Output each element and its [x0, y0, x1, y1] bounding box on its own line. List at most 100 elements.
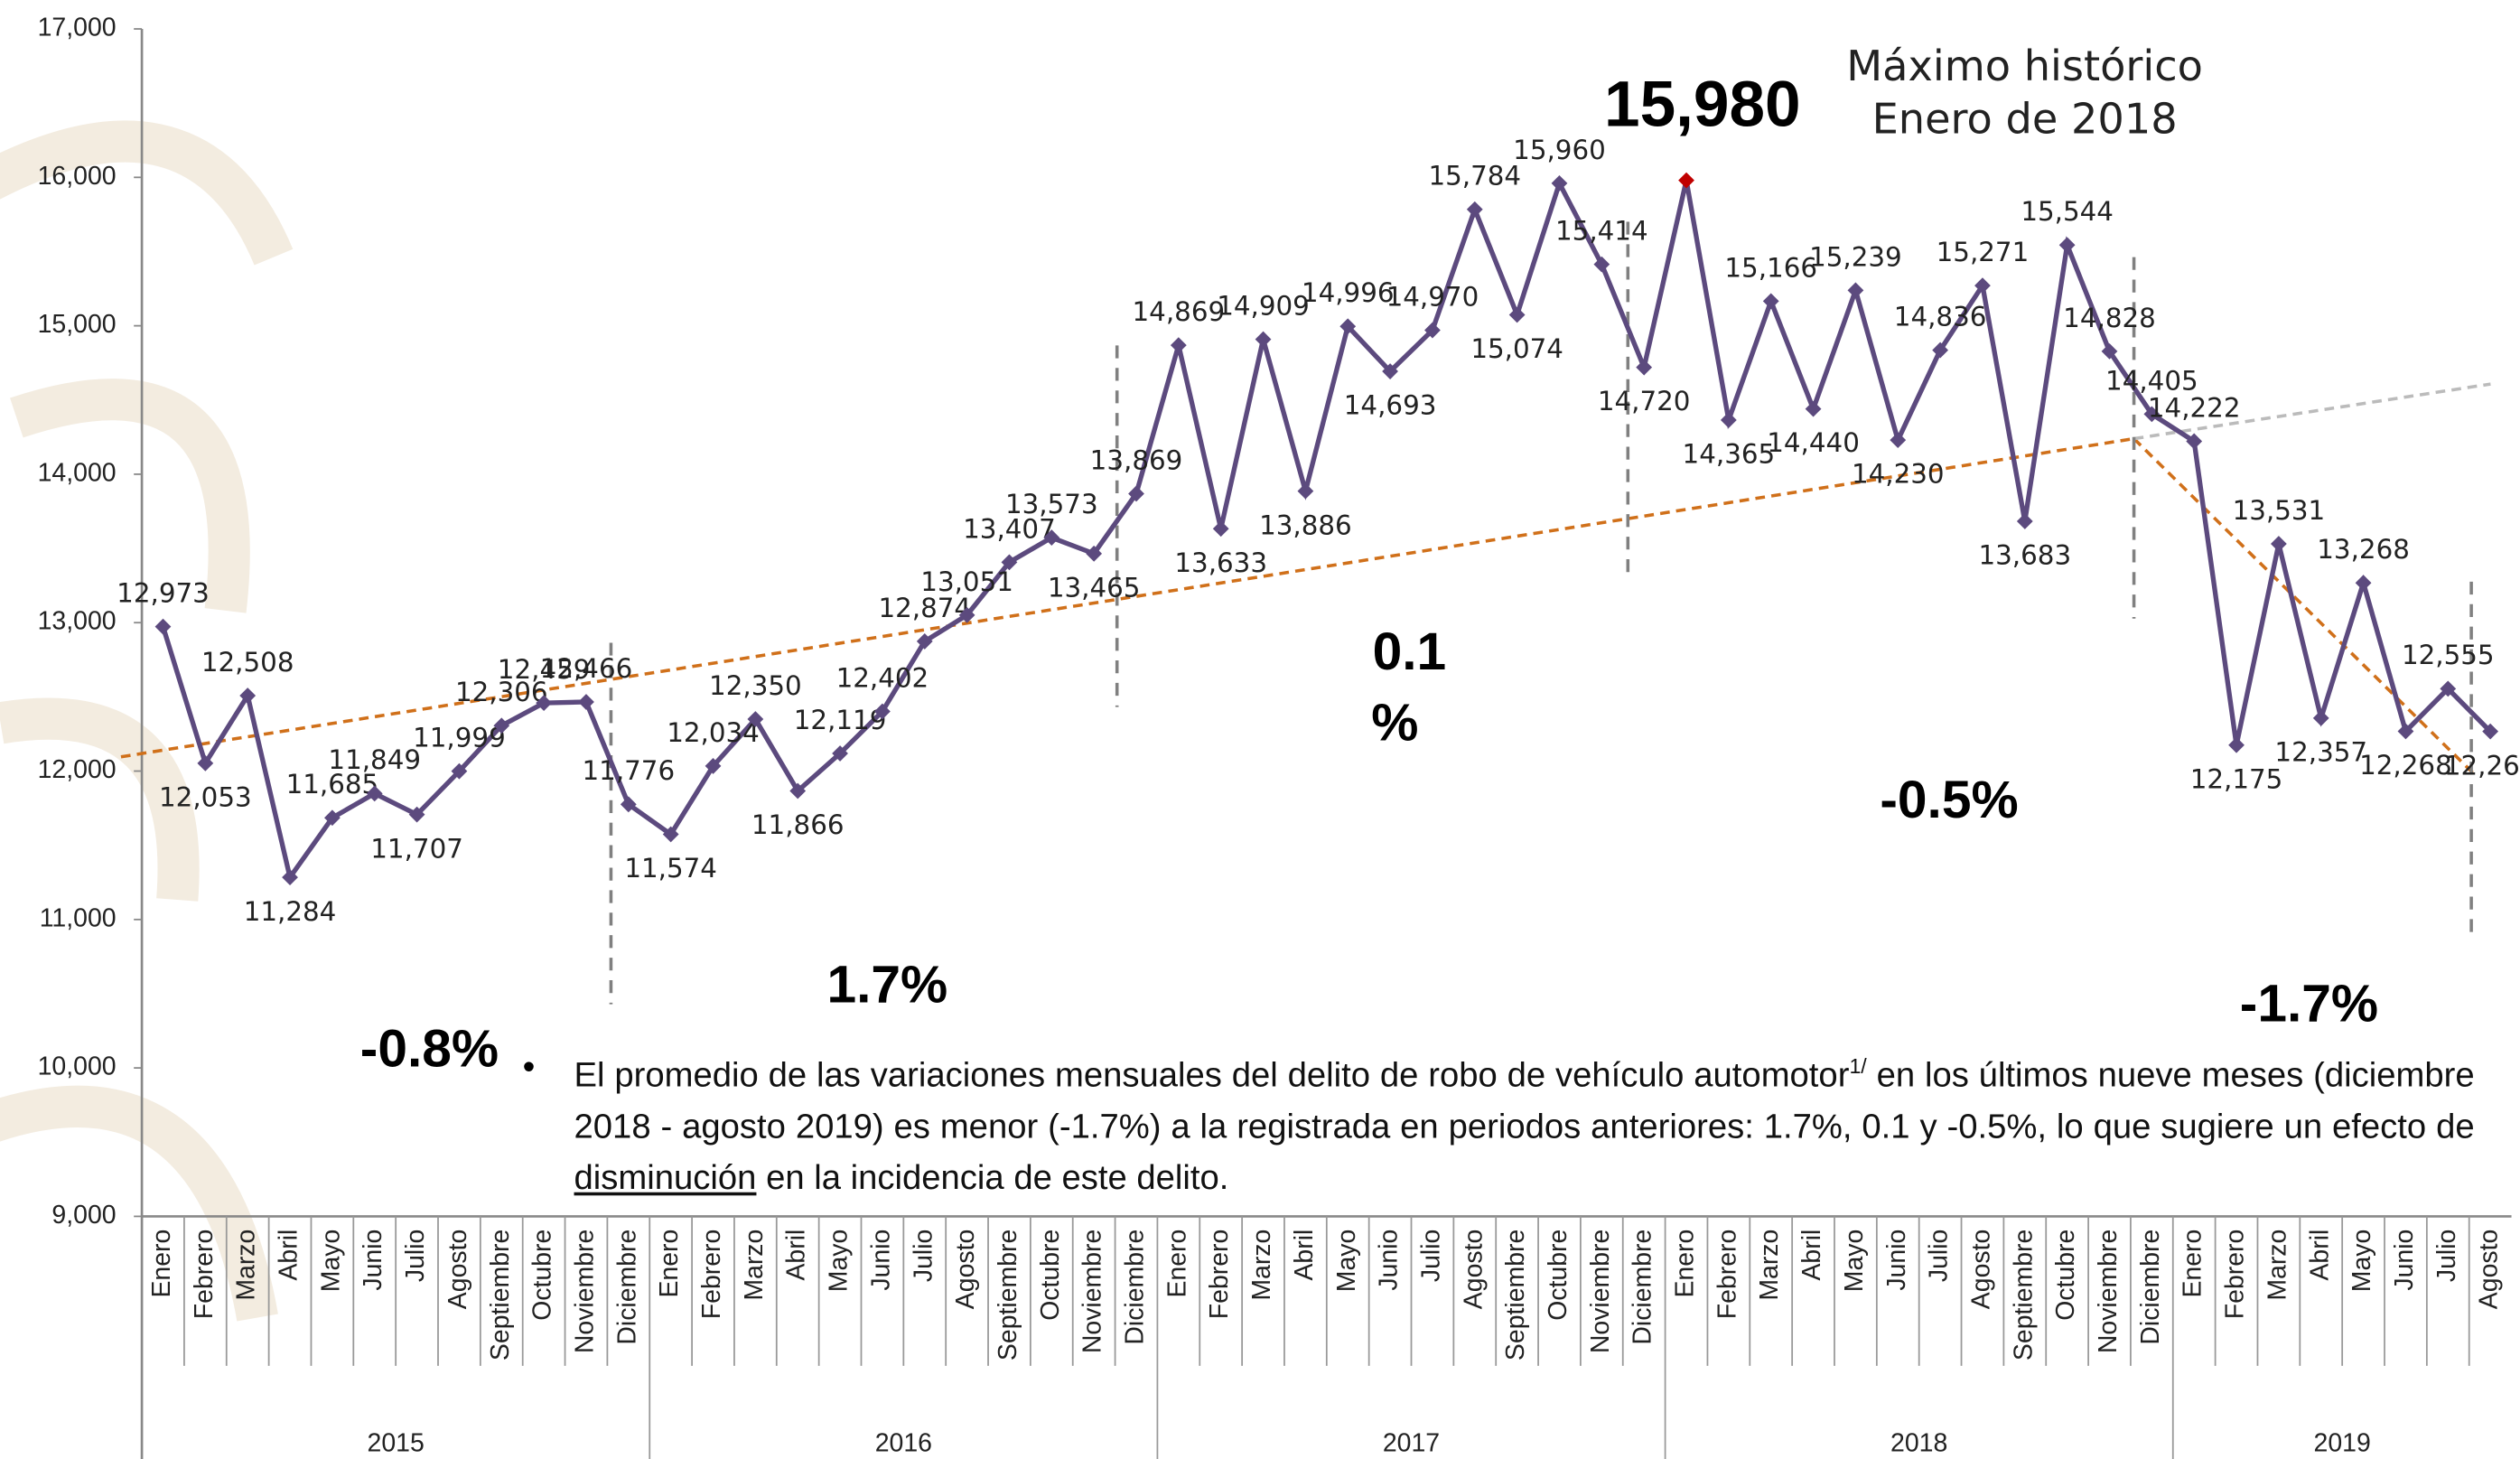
- x-tick-label: Enero: [1671, 1230, 1700, 1298]
- data-point: [662, 826, 679, 843]
- value-label: 11,574: [624, 853, 717, 884]
- data-point: [1762, 293, 1779, 310]
- value-label: 11,776: [583, 755, 676, 786]
- data-point: [874, 703, 891, 720]
- value-label: 12,119: [794, 705, 887, 735]
- x-tick-label: Octubre: [1036, 1230, 1065, 1321]
- y-tick-label: 17,000: [38, 14, 117, 42]
- x-tick-label: Mayo: [1840, 1230, 1869, 1293]
- note-part: en la incidencia de este delito.: [756, 1158, 1229, 1198]
- period-label: -0.8%: [360, 1020, 499, 1079]
- value-label: 14,230: [1852, 459, 1945, 490]
- value-label: 15,271: [1937, 237, 2030, 267]
- value-label: 12,267: [2444, 750, 2520, 781]
- value-label: 12,268: [2359, 750, 2452, 781]
- bullet: •: [522, 1045, 536, 1087]
- value-label: 13,268: [2317, 534, 2410, 565]
- data-point: [1974, 277, 1991, 294]
- data-point: [747, 711, 764, 727]
- value-label: 12,459: [498, 654, 591, 685]
- data-point: [2058, 237, 2076, 254]
- note-underlined: disminución: [574, 1158, 757, 1198]
- x-tick-label: Febrero: [1713, 1230, 1741, 1320]
- value-label: 13,531: [2233, 495, 2326, 526]
- x-tick-label: Junio: [1375, 1230, 1404, 1291]
- x-tick-label: Febrero: [697, 1230, 726, 1320]
- value-label: 14,996: [1302, 277, 1395, 308]
- data-point: [1508, 306, 1526, 323]
- period-label: 0.1: [1373, 622, 1447, 681]
- x-tick-label: Julio: [1416, 1230, 1445, 1283]
- grid-layer: 9,000 10,000 11,000 12,000 13,000 14,000 15,00…: [38, 14, 2512, 1459]
- x-tick-label: Febrero: [190, 1230, 219, 1320]
- value-label: 15,784: [1428, 161, 1521, 192]
- x-tick-label: Octubre: [528, 1230, 557, 1321]
- value-label: 15,544: [2021, 196, 2114, 227]
- value-label: 14,909: [1217, 290, 1310, 321]
- value-label: 14,222: [2148, 392, 2241, 423]
- year-label: 2016: [875, 1429, 932, 1458]
- x-tick-label: Diciembre: [612, 1230, 641, 1345]
- data-point: [2397, 723, 2414, 740]
- data-point: [282, 869, 298, 886]
- value-label: 12,555: [2402, 640, 2495, 670]
- y-tick-label: 10,000: [38, 1052, 117, 1081]
- data-point: [323, 809, 341, 827]
- year-label: 2019: [2314, 1429, 2371, 1458]
- trend-line: [2133, 382, 2491, 441]
- note-box: • El promedio de las variaciones mensual…: [523, 1042, 2475, 1202]
- data-point: [2228, 736, 2245, 753]
- watermark-arc: [0, 1085, 278, 1322]
- value-label: 12,357: [2274, 736, 2367, 767]
- trend-line: [2133, 437, 2476, 776]
- x-tick-label: Marzo: [740, 1230, 769, 1301]
- value-label: 12,034: [667, 717, 760, 748]
- x-tick-label: Octubre: [2051, 1230, 2080, 1321]
- data-point: [2016, 513, 2033, 529]
- data-point: [1255, 331, 1272, 348]
- value-label: 12,350: [709, 670, 802, 701]
- x-tick-label: Abril: [2305, 1230, 2334, 1281]
- data-point: [1001, 554, 1018, 571]
- value-label: 14,970: [1386, 281, 1479, 312]
- value-label: 14,836: [1894, 301, 1987, 332]
- value-label: 12,466: [540, 653, 633, 684]
- x-tick-label: Marzo: [1247, 1230, 1276, 1301]
- value-label: 11,685: [286, 769, 379, 800]
- note-sup: 1/: [1849, 1053, 1867, 1079]
- note: • El promedio de las variaciones mensual…: [523, 1042, 2475, 1202]
- value-label: 15,414: [1555, 216, 1648, 247]
- value-label: 14,869: [1133, 296, 1226, 327]
- data-point: [1170, 337, 1187, 354]
- data-point: [2312, 709, 2329, 726]
- data-point: [2355, 575, 2372, 592]
- x-tick-label: Marzo: [2263, 1230, 2291, 1301]
- data-point: [1339, 318, 1357, 335]
- value-label: 13,886: [1259, 510, 1352, 540]
- x-tick-label: Enero: [655, 1230, 684, 1298]
- x-tick-label: Mayo: [316, 1230, 345, 1293]
- value-label: 15,166: [1724, 252, 1817, 283]
- y-tick-label: 11,000: [40, 903, 117, 932]
- year-label: 2018: [1890, 1429, 1947, 1458]
- trend-lines: [120, 382, 2491, 776]
- x-tick-label: Noviembre: [1586, 1230, 1615, 1354]
- data-point: [958, 606, 975, 623]
- value-label: 13,407: [963, 513, 1056, 544]
- y-tick-label: 13,000: [38, 607, 117, 636]
- value-label: 13,633: [1174, 547, 1267, 578]
- x-tick-label: Julio: [1925, 1230, 1954, 1283]
- max-value-label: 15,980: [1604, 70, 1801, 141]
- value-label: 15,960: [1513, 135, 1606, 165]
- x-tick-label: Mayo: [2347, 1230, 2376, 1293]
- value-label: 14,720: [1598, 386, 1691, 416]
- value-label: 12,175: [2190, 763, 2283, 794]
- value-label: 14,365: [1683, 439, 1776, 470]
- y-tick-label: 15,000: [38, 310, 117, 339]
- data-point: [916, 633, 933, 650]
- value-label: 15,239: [1809, 241, 1902, 272]
- data-point: [408, 806, 425, 823]
